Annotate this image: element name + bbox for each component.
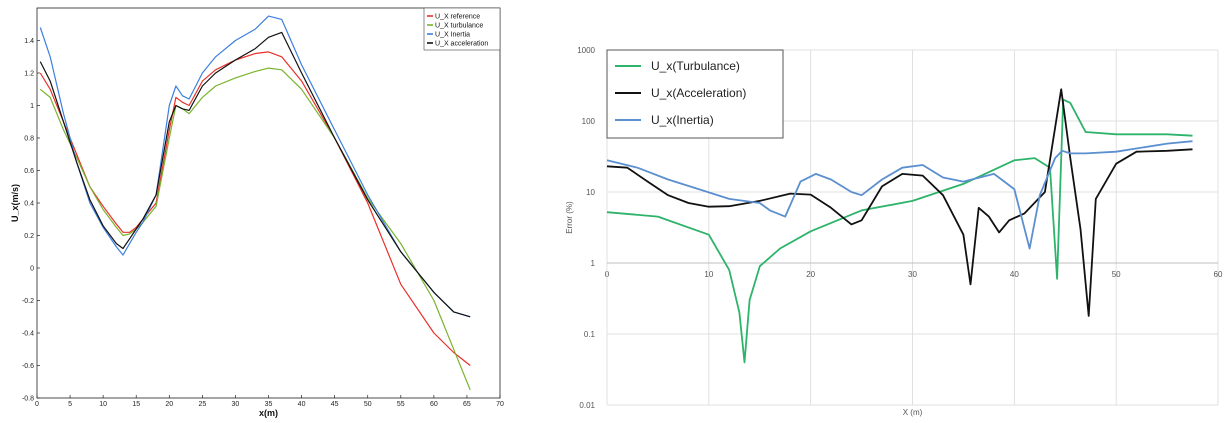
legend-entry: U_x(Inertia) <box>651 113 714 127</box>
y-tick-label: 1 <box>30 103 34 110</box>
y-axis-label: Error (%) <box>565 201 574 234</box>
series-line-u_x-reference <box>39 51 471 366</box>
series-line-u_x-acceleration- <box>606 88 1193 317</box>
x-tick-label: 30 <box>908 270 917 279</box>
y-tick-label: 0.8 <box>24 136 34 143</box>
legend-entry: U_X turbulance <box>435 23 483 30</box>
x-tick-label: 50 <box>1112 270 1121 279</box>
x-tick-label: 30 <box>232 401 240 408</box>
x-tick-label: 50 <box>364 401 372 408</box>
x-tick-label: 60 <box>430 401 438 408</box>
legend-box <box>423 7 501 51</box>
x-tick-label: 40 <box>1010 270 1019 279</box>
y-axis-label: U_x(m/s) <box>10 184 20 222</box>
x-tick-label: 10 <box>99 401 107 408</box>
x-tick-label: 35 <box>265 401 273 408</box>
x-tick-label: 10 <box>704 270 713 279</box>
legend-entry: U_x(Acceleration) <box>651 86 746 100</box>
y-tick-label: 1.2 <box>24 71 34 78</box>
y-tick-label: 0.1 <box>584 330 596 339</box>
y-tick-label: 10 <box>586 188 595 197</box>
x-tick-label: 70 <box>496 401 504 408</box>
x-tick-label: 55 <box>397 401 405 408</box>
legend-entry: U_X reference <box>435 14 480 21</box>
x-tick-label: 40 <box>298 401 306 408</box>
series-line-u_x-acceleration <box>39 31 471 318</box>
legend-entry: U_X acceleration <box>435 41 488 48</box>
y-tick-label: 0.01 <box>579 401 595 410</box>
x-tick-label: 25 <box>198 401 206 408</box>
legend-entry: U_X Inertia <box>435 32 470 39</box>
y-tick-label: 0.2 <box>24 233 34 240</box>
x-axis-label: X (m) <box>903 408 923 417</box>
x-tick-label: 60 <box>1214 270 1223 279</box>
x-tick-label: 20 <box>806 270 815 279</box>
y-tick-label: 0.6 <box>24 168 34 175</box>
y-tick-label: -0.2 <box>22 298 34 305</box>
y-tick-label: 1000 <box>577 46 595 55</box>
y-tick-label: -0.8 <box>22 396 34 403</box>
x-tick-label: 45 <box>331 401 339 408</box>
x-axis-label: x(m) <box>259 408 278 418</box>
x-tick-label: 0 <box>35 401 39 408</box>
x-tick-label: 5 <box>68 401 72 408</box>
x-tick-label: 20 <box>165 401 173 408</box>
series-line-u_x-turbulance- <box>606 98 1193 364</box>
x-tick-label: 65 <box>463 401 471 408</box>
y-tick-label: 0.4 <box>24 201 34 208</box>
y-tick-label: 1 <box>591 259 596 268</box>
x-tick-label: 15 <box>132 401 140 408</box>
plot-frame <box>36 7 501 399</box>
series-line-u_x-inertia- <box>606 140 1193 250</box>
left-chart: 0 5 10 15 20 25 30 35 40 45 50 55 60 65 70-0.8-0.6-0.4… <box>10 7 504 418</box>
y-tick-label: 1.4 <box>24 38 34 45</box>
y-tick-label: -0.6 <box>22 363 34 370</box>
y-tick-label: 100 <box>582 117 596 126</box>
y-tick-label: -0.4 <box>22 331 34 338</box>
series-line-u_x-inertia <box>39 15 471 318</box>
y-tick-label: 0 <box>30 266 34 273</box>
legend-entry: U_x(Turbulance) <box>651 59 740 73</box>
